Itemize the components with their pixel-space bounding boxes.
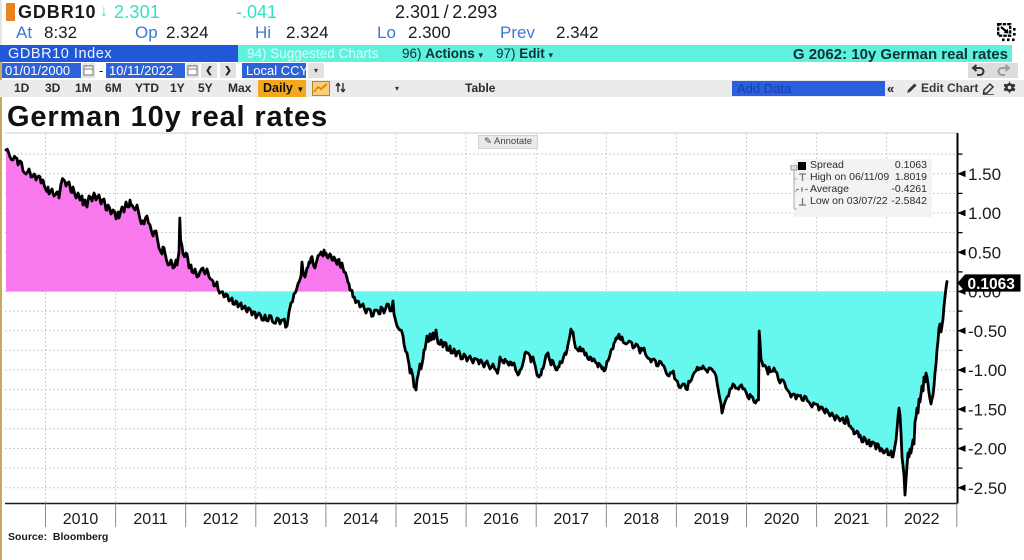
svg-text:0.1063: 0.1063 <box>968 276 1016 293</box>
svg-text:2014: 2014 <box>343 511 379 528</box>
svg-text:2022: 2022 <box>904 511 940 528</box>
svg-text:-1.00: -1.00 <box>968 361 1007 380</box>
svg-text:2019: 2019 <box>694 511 730 528</box>
svg-text:2013: 2013 <box>273 511 309 528</box>
svg-text:2011: 2011 <box>133 511 168 528</box>
svg-text:-0.50: -0.50 <box>968 322 1007 341</box>
svg-text:2016: 2016 <box>483 511 519 528</box>
svg-text:2021: 2021 <box>834 511 870 528</box>
svg-text:-2.50: -2.50 <box>968 479 1007 498</box>
svg-text:0.50: 0.50 <box>968 243 1001 262</box>
svg-text:-2.00: -2.00 <box>968 440 1007 459</box>
svg-text:2012: 2012 <box>203 511 239 528</box>
svg-text:2018: 2018 <box>624 511 660 528</box>
svg-text:2010: 2010 <box>63 511 99 528</box>
svg-text:2017: 2017 <box>553 511 589 528</box>
svg-text:2020: 2020 <box>764 511 800 528</box>
svg-text:-1.50: -1.50 <box>968 400 1007 419</box>
svg-text:1.00: 1.00 <box>968 204 1001 223</box>
svg-text:2015: 2015 <box>413 511 449 528</box>
svg-text:1.50: 1.50 <box>968 165 1001 184</box>
